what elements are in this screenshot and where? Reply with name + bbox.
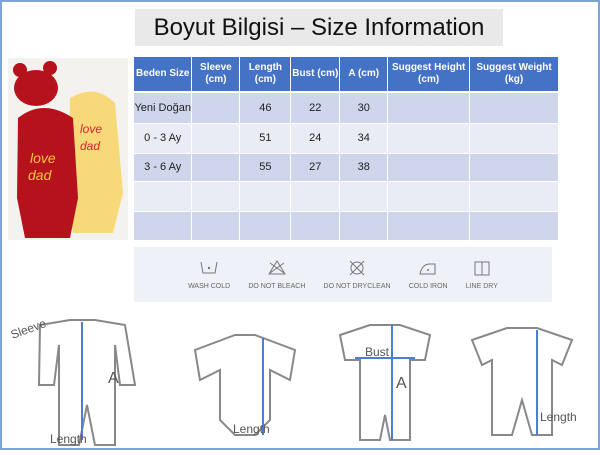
no-dryclean-icon	[349, 260, 365, 276]
table-cell: Yeni Doğan	[134, 92, 193, 124]
care-label: WASH COLD	[188, 283, 231, 290]
table-cell: 0 - 3 Ay	[134, 123, 193, 154]
table-row	[134, 181, 559, 212]
table-cell	[191, 123, 241, 154]
table-cell	[339, 181, 389, 212]
column-header: A (cm)	[339, 57, 389, 93]
footed-sleepsuit-diagram: Length	[462, 310, 592, 450]
table-cell	[387, 92, 471, 124]
line-dry-icon	[474, 261, 490, 276]
romper-diagram: Bust A	[330, 310, 440, 450]
bodysuit-diagram: Length	[175, 310, 305, 450]
table-cell: 24	[290, 123, 341, 154]
table-cell	[290, 181, 341, 212]
table-row: 0 - 3 Ay 51 24 34	[134, 123, 559, 154]
svg-text:love: love	[80, 122, 102, 136]
table-cell: 34	[339, 123, 389, 154]
no-bleach-icon	[267, 260, 286, 275]
table-cell	[469, 123, 559, 154]
care-label: LINE DRY	[465, 283, 498, 290]
care-label: DO NOT BLEACH	[248, 283, 306, 290]
table-cell	[387, 181, 471, 212]
table-cell: 27	[290, 153, 341, 182]
table-row: 3 - 6 Ay 55 27 38	[134, 153, 559, 182]
table-cell	[339, 211, 389, 241]
table-cell	[239, 181, 292, 212]
column-header: Sleeve (cm)	[191, 57, 241, 93]
table-row	[134, 211, 559, 241]
table-cell	[191, 92, 241, 124]
table-cell	[191, 181, 241, 212]
svg-text:dad: dad	[28, 167, 53, 183]
size-table: Beden Size Sleeve (cm) Length (cm) Bust (cm…	[134, 57, 559, 241]
table-cell	[134, 181, 193, 212]
table-cell: 51	[239, 123, 292, 154]
column-header: Suggest Weight (kg)	[469, 57, 559, 93]
wash-cold-icon	[200, 261, 218, 274]
care-label: COLD IRON	[408, 283, 448, 290]
sleepsuit-diagram: Sleeve A Length	[9, 310, 150, 450]
table-cell: 3 - 6 Ay	[134, 153, 193, 182]
table-cell	[290, 211, 341, 241]
table-row: Yeni Doğan 46 22 30	[134, 92, 559, 124]
table-cell	[469, 92, 559, 124]
care-item: DO NOT BLEACH	[248, 247, 305, 302]
care-item: DO NOT DRYCLEAN	[324, 247, 391, 302]
care-item: LINE DRY	[466, 247, 498, 302]
table-cell	[469, 211, 559, 241]
table-cell: 38	[339, 153, 389, 182]
column-header: Length (cm)	[239, 57, 292, 93]
column-header: Suggest Height (cm)	[387, 57, 471, 93]
column-header: Beden Size	[134, 57, 193, 93]
care-instructions: WASH COLD DO NOT BLEACH DO NOT DRYCLEAN COL…	[134, 247, 552, 302]
table-cell: 30	[339, 92, 389, 124]
table-cell	[134, 211, 193, 241]
care-label: DO NOT DRYCLEAN	[323, 283, 391, 290]
table-cell: 22	[290, 92, 341, 124]
table-cell	[387, 123, 471, 154]
column-header: Bust (cm)	[290, 57, 341, 93]
product-photo: love dad love dad	[8, 58, 128, 240]
table-cell: 46	[239, 92, 292, 124]
table-cell: 55	[239, 153, 292, 182]
svg-text:dad: dad	[80, 139, 100, 153]
care-item: COLD IRON	[409, 247, 448, 302]
table-cell	[239, 211, 292, 241]
cold-iron-icon	[419, 263, 436, 275]
table-cell	[469, 153, 559, 182]
care-item: WASH COLD	[188, 247, 230, 302]
table-cell	[387, 153, 471, 182]
page-title: Boyut Bilgisi – Size Information	[135, 9, 503, 46]
photo-text: love	[30, 150, 56, 166]
table-cell	[387, 211, 471, 241]
table-cell	[469, 181, 559, 212]
table-cell	[191, 211, 241, 241]
table-cell	[191, 153, 241, 182]
